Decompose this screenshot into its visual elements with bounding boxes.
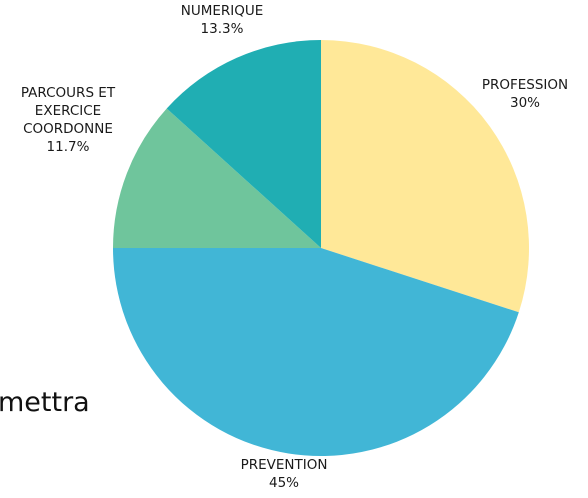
- pie-label-percent: 11.7%: [47, 139, 90, 155]
- pie-slice-prevention: [112, 248, 519, 457]
- pie-label-line: NUMERIQUE: [181, 3, 264, 19]
- pie-label-line: PREVENTION: [241, 457, 328, 473]
- watermark-text: mettra: [0, 387, 90, 418]
- pie-label-percent: 30%: [510, 95, 540, 111]
- pie-label-line: EXERCICE: [35, 103, 101, 119]
- pie-label-numerique: NUMERIQUE 13.3%: [181, 3, 264, 37]
- pie-label-line: PARCOURS ET: [21, 85, 116, 101]
- pie-label-profession: PROFESSION 30%: [482, 77, 568, 111]
- pie-label-percent: 45%: [269, 475, 299, 491]
- pie-label-line: COORDONNE: [23, 121, 113, 137]
- pie-label-percent: 13.3%: [201, 21, 244, 37]
- pie-labels: PROFESSION 30% PREVENTION 45% PARCOURS ET EXE…: [21, 3, 568, 491]
- pie-label-prevention: PREVENTION 45%: [241, 457, 328, 491]
- pie-label-line: PROFESSION: [482, 77, 568, 93]
- pie-slice-numerique: [166, 40, 321, 248]
- pie-slice-profession: [321, 40, 530, 313]
- pie-slice-parcours-et-exercice-coordonne: [113, 108, 321, 248]
- pie-slices: [112, 40, 530, 457]
- pie-label-parcours-et-exercice-coordonne: PARCOURS ET EXERCICE COORDONNE 11.7%: [21, 85, 116, 155]
